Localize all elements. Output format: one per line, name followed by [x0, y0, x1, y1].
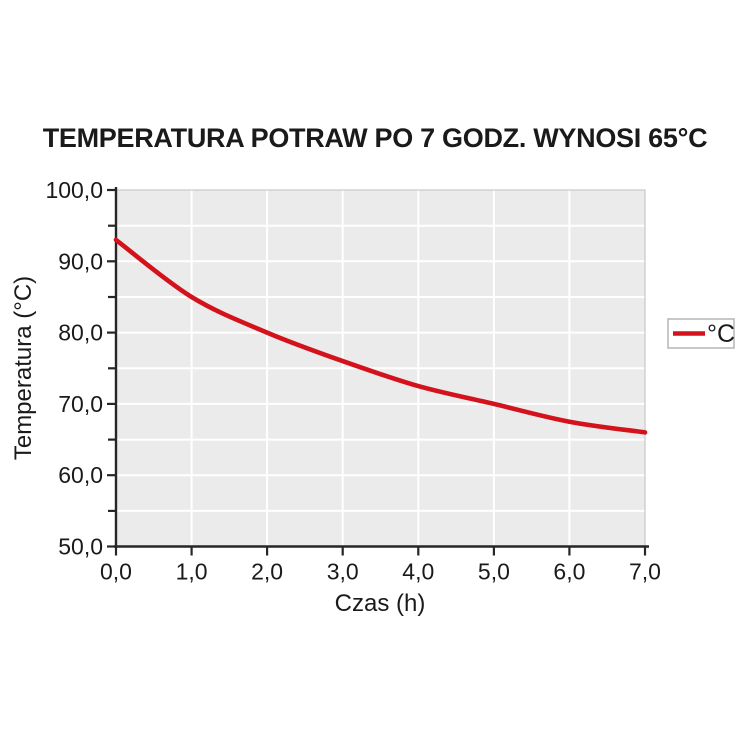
- y-tick-label: 90,0: [58, 248, 103, 274]
- x-tick-label: 4,0: [402, 559, 434, 585]
- y-tick-label: 80,0: [58, 320, 103, 346]
- y-tick-label: 60,0: [58, 462, 103, 488]
- x-tick-label: 7,0: [629, 559, 661, 585]
- y-axis-title: Temperatura (°C): [10, 276, 37, 460]
- legend: °C: [667, 318, 735, 349]
- x-tick-label: 1,0: [176, 559, 208, 585]
- x-tick-label: 3,0: [327, 559, 359, 585]
- y-tick-label: 70,0: [58, 391, 103, 417]
- x-tick-label: 6,0: [553, 559, 585, 585]
- gridlines: [116, 190, 645, 547]
- x-tick-label: 5,0: [478, 559, 510, 585]
- tick-labels: 100,0 90,0 80,0 70,0 60,0 50,00,0 1,0 2,0 3,0 4,0…: [45, 177, 661, 585]
- y-tick-label: 50,0: [58, 534, 103, 560]
- legend-label: °C: [707, 320, 735, 348]
- x-tick-label: 2,0: [251, 559, 283, 585]
- axis-ticks: [107, 188, 647, 556]
- y-tick-label: 100,0: [45, 177, 103, 203]
- chart-title: TEMPERATURA POTRAW PO 7 GODZ. WYNOSI 65°…: [42, 123, 708, 153]
- x-tick-label: 0,0: [100, 559, 132, 585]
- temperature-series-line: [113, 237, 648, 435]
- x-axis-title: Czas (h): [335, 590, 426, 617]
